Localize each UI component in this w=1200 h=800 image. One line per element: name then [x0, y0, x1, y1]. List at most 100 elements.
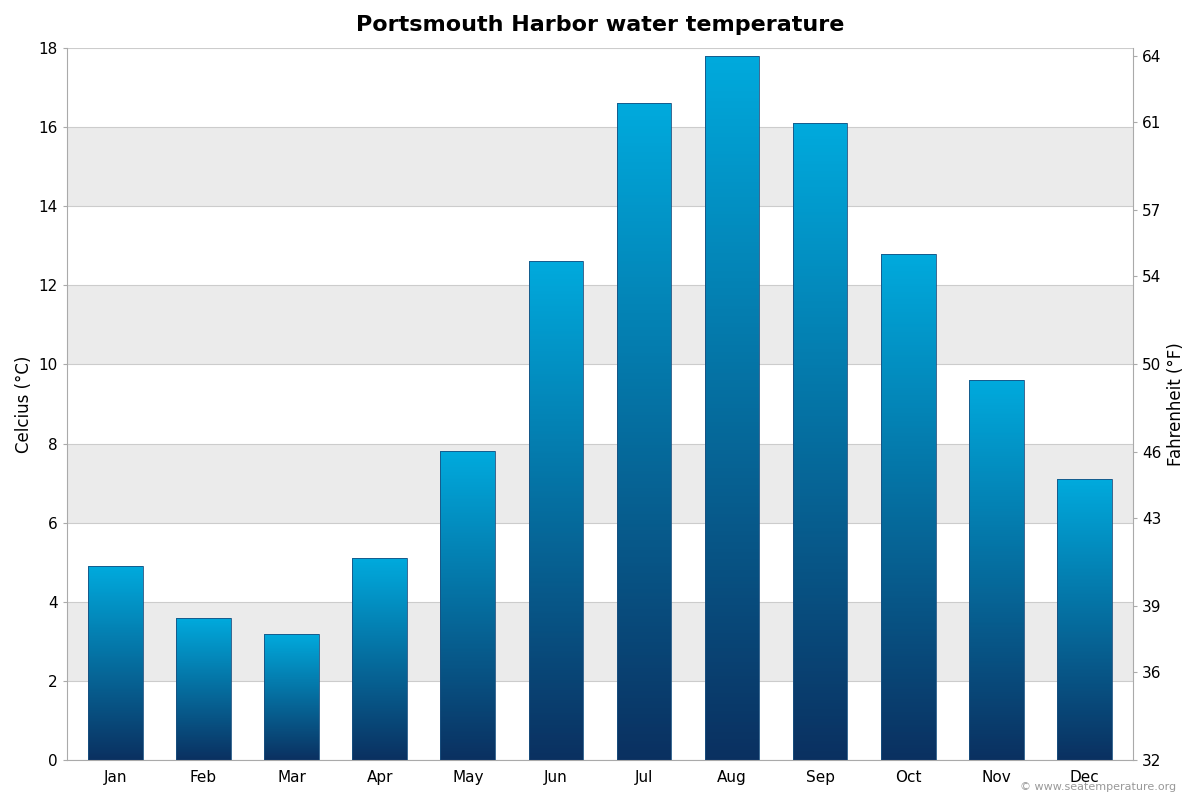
Bar: [1057, 725, 1111, 726]
Bar: [793, 311, 847, 314]
Bar: [440, 471, 496, 473]
Bar: [617, 346, 671, 350]
Bar: [528, 686, 583, 688]
Bar: [704, 80, 760, 84]
Bar: [440, 536, 496, 538]
Bar: [353, 641, 407, 642]
Bar: [88, 612, 143, 613]
Bar: [353, 708, 407, 709]
Bar: [617, 169, 671, 172]
Bar: [528, 581, 583, 583]
Bar: [1057, 735, 1111, 736]
Bar: [881, 266, 936, 269]
Bar: [617, 727, 671, 730]
Bar: [617, 721, 671, 724]
Bar: [88, 663, 143, 664]
Bar: [970, 470, 1024, 471]
Bar: [793, 754, 847, 757]
Bar: [528, 750, 583, 753]
Bar: [1057, 494, 1111, 496]
Bar: [353, 578, 407, 579]
Bar: [970, 546, 1024, 547]
Bar: [440, 590, 496, 592]
Bar: [88, 739, 143, 740]
Bar: [67, 443, 1133, 522]
Bar: [793, 170, 847, 174]
Bar: [793, 451, 847, 454]
Bar: [353, 679, 407, 681]
Bar: [1057, 742, 1111, 743]
Bar: [528, 294, 583, 296]
Bar: [1057, 642, 1111, 644]
Bar: [793, 286, 847, 289]
Bar: [793, 522, 847, 525]
Bar: [970, 380, 1024, 382]
Bar: [881, 534, 936, 538]
Bar: [353, 626, 407, 627]
Bar: [970, 633, 1024, 635]
Bar: [617, 162, 671, 166]
Bar: [970, 572, 1024, 574]
Bar: [440, 690, 496, 692]
Bar: [528, 498, 583, 501]
Bar: [881, 271, 936, 274]
Bar: [881, 662, 936, 664]
Bar: [528, 394, 583, 396]
Bar: [793, 416, 847, 419]
Bar: [881, 644, 936, 646]
Bar: [88, 678, 143, 679]
Bar: [793, 148, 847, 151]
Bar: [793, 228, 847, 231]
Bar: [881, 507, 936, 510]
Bar: [528, 628, 583, 630]
Bar: [1057, 687, 1111, 689]
Bar: [970, 431, 1024, 434]
Bar: [704, 598, 760, 602]
Bar: [440, 542, 496, 544]
Bar: [88, 626, 143, 627]
Bar: [1057, 604, 1111, 606]
Bar: [440, 617, 496, 618]
Bar: [353, 592, 407, 593]
Bar: [617, 307, 671, 310]
Bar: [1057, 527, 1111, 528]
Bar: [970, 458, 1024, 460]
Bar: [881, 370, 936, 373]
Bar: [881, 694, 936, 697]
Bar: [353, 566, 407, 567]
Bar: [528, 718, 583, 720]
Bar: [1057, 538, 1111, 540]
Bar: [353, 632, 407, 633]
Bar: [88, 567, 143, 568]
Bar: [1057, 724, 1111, 725]
Bar: [88, 660, 143, 662]
Bar: [704, 257, 760, 260]
Bar: [1057, 592, 1111, 593]
Bar: [353, 713, 407, 714]
Bar: [970, 674, 1024, 677]
Bar: [353, 589, 407, 590]
Bar: [1057, 516, 1111, 517]
Bar: [793, 419, 847, 422]
Bar: [1057, 676, 1111, 678]
Bar: [793, 687, 847, 690]
Bar: [353, 558, 407, 559]
Bar: [1057, 488, 1111, 489]
Bar: [353, 734, 407, 735]
Bar: [881, 393, 936, 395]
Bar: [970, 673, 1024, 674]
Bar: [617, 418, 671, 422]
Bar: [704, 126, 760, 130]
Bar: [704, 242, 760, 246]
Bar: [881, 254, 936, 760]
Bar: [1057, 730, 1111, 732]
Bar: [528, 409, 583, 411]
Bar: [881, 486, 936, 489]
Bar: [793, 292, 847, 295]
Bar: [704, 757, 760, 760]
Bar: [970, 747, 1024, 749]
Bar: [88, 722, 143, 723]
Bar: [970, 576, 1024, 578]
Bar: [1057, 585, 1111, 586]
Bar: [88, 662, 143, 663]
